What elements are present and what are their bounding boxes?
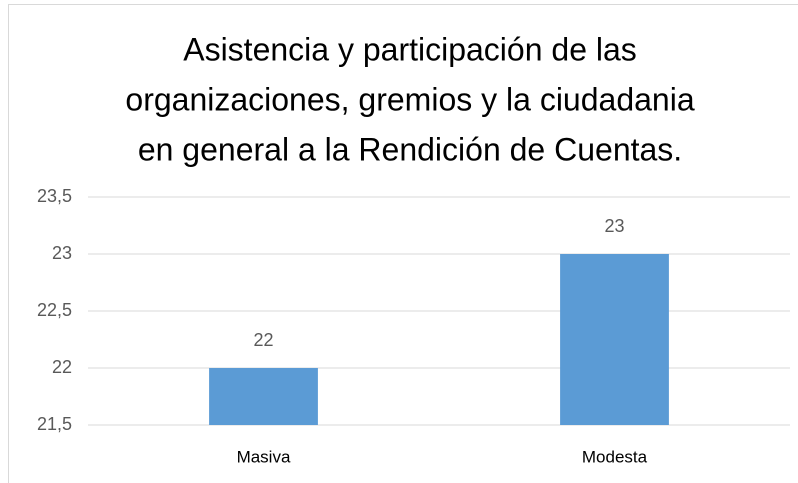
y-tick-label: 21,5: [37, 414, 72, 434]
bar: [560, 254, 669, 425]
x-tick-label: Masiva: [237, 447, 291, 466]
y-tick-label: 23,5: [37, 186, 72, 206]
x-tick-label: Modesta: [582, 447, 648, 466]
data-label: 23: [604, 216, 624, 236]
y-tick-label: 23: [52, 243, 72, 263]
chart-title: organizaciones, gremios y la ciudadania: [125, 81, 694, 117]
chart-border: [8, 4, 798, 483]
bar: [209, 368, 318, 425]
data-label: 22: [253, 330, 273, 350]
y-tick-label: 22,5: [37, 300, 72, 320]
y-tick-label: 22: [52, 357, 72, 377]
chart-title: Asistencia y participación de las: [183, 31, 637, 67]
chart-title: en general a la Rendición de Cuentas.: [138, 131, 682, 167]
